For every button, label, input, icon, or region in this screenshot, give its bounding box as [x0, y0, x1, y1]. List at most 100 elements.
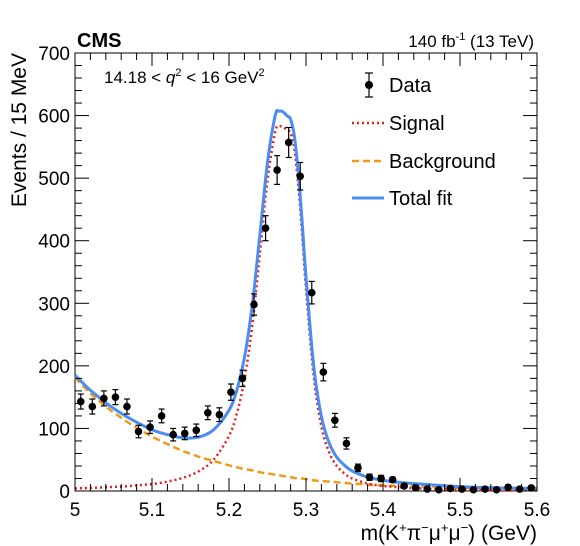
data-point: [365, 473, 374, 482]
data-marker: [180, 429, 189, 438]
data-point: [342, 437, 351, 450]
data-marker: [227, 388, 235, 396]
data-point: [458, 485, 466, 493]
data-point: [227, 383, 235, 401]
data-marker: [261, 224, 270, 232]
data-point: [273, 155, 281, 185]
data-marker: [273, 166, 281, 174]
legend-label-signal: Signal: [389, 113, 445, 135]
x-tick-label: 5.6: [524, 500, 550, 521]
lumi-value: 140 fb: [408, 32, 455, 51]
data-marker: [388, 475, 397, 484]
data-point: [123, 398, 131, 415]
y-tick-label: 0: [59, 482, 70, 503]
data-marker: [481, 485, 489, 493]
data-point: [481, 485, 489, 493]
data-point: [284, 126, 293, 159]
data-marker: [111, 393, 120, 401]
data-point: [307, 280, 316, 305]
data-marker: [365, 473, 374, 482]
data-point: [411, 484, 420, 492]
data-marker: [492, 485, 501, 494]
y-tick-label: 400: [38, 232, 70, 253]
data-marker: [123, 402, 131, 411]
data-point: [261, 215, 270, 242]
legend-item-signal: Signal: [352, 113, 445, 135]
data-point: [515, 485, 524, 493]
data-point: [215, 407, 224, 423]
data-point: [146, 420, 154, 435]
x-tick-label: 5: [70, 500, 81, 521]
data-point: [192, 423, 201, 438]
data-point: [100, 390, 108, 407]
data-marker: [504, 483, 512, 492]
legend-label-background: Background: [389, 151, 496, 173]
y-tick-label: 300: [38, 294, 70, 315]
data-point: [88, 398, 97, 415]
legend-item-background: Background: [352, 151, 496, 173]
data-marker: [169, 430, 177, 439]
data-marker: [331, 416, 339, 425]
data-marker: [307, 288, 316, 297]
data-marker: [100, 394, 108, 403]
data-marker: [411, 484, 420, 492]
data-marker: [296, 172, 305, 181]
y-axis-label: Events / 15 MeV: [8, 53, 31, 207]
data-marker: [377, 474, 385, 483]
data-marker: [88, 402, 97, 411]
data-point: [250, 293, 258, 316]
data-point: [319, 362, 328, 382]
data-point: [504, 483, 512, 492]
data-marker: [192, 426, 201, 435]
data-point: [400, 482, 408, 490]
data-marker: [146, 423, 154, 431]
data-marker: [342, 439, 351, 448]
data-point: [435, 485, 443, 494]
data-marker: [134, 427, 143, 436]
data-marker: [435, 485, 443, 494]
legend: Data Signal Background Total fit: [352, 72, 496, 210]
x-tick-label: 5.5: [447, 500, 473, 521]
experiment-label: CMS: [77, 30, 121, 52]
data-marker: [515, 485, 524, 493]
y-tick-label: 600: [38, 107, 70, 128]
data-point: [388, 475, 397, 484]
legend-item-total-fit: Total fit: [352, 188, 453, 210]
data-point: [169, 427, 177, 442]
data-point: [423, 485, 432, 493]
legend-label-total-fit: Total fit: [389, 188, 453, 210]
data-point: [527, 484, 536, 492]
luminosity-label: 140 fb-1 (13 TeV): [408, 31, 534, 51]
data-point: [180, 426, 189, 441]
data-marker: [215, 410, 224, 419]
data-marker: [238, 374, 247, 383]
selection-cut-label: 14.18 < q2 < 16 GeV2: [104, 67, 265, 87]
background-curve: [74, 376, 538, 491]
data-marker: [157, 412, 166, 420]
axis-ticks: 5 5.1 5.2 5.3 5.4 5.5 5.6 0 100 200 300 400 500 600 70…: [38, 44, 550, 521]
energy-label: (13 TeV): [465, 32, 534, 51]
x-tick-label: 5.4: [370, 500, 397, 521]
legend-label-data: Data: [389, 75, 432, 97]
data-point: [134, 424, 143, 439]
data-point: [157, 408, 166, 424]
data-point: [296, 161, 305, 191]
x-tick-label: 5.3: [293, 500, 319, 521]
legend-item-data: Data: [365, 72, 432, 98]
data-marker: [469, 485, 478, 494]
data-point: [354, 463, 362, 473]
data-marker: [400, 482, 408, 490]
data-marker: [204, 408, 212, 417]
data-marker: [446, 484, 455, 493]
x-tick-label: 5.1: [139, 500, 165, 521]
y-tick-label: 700: [38, 44, 70, 65]
data-point: [76, 393, 85, 410]
y-tick-label: 500: [38, 169, 70, 190]
data-points: [76, 126, 536, 494]
data-marker: [354, 464, 362, 472]
data-point: [446, 484, 455, 493]
y-tick-label: 200: [38, 357, 70, 378]
y-tick-label: 100: [38, 419, 70, 440]
data-point: [469, 485, 478, 494]
